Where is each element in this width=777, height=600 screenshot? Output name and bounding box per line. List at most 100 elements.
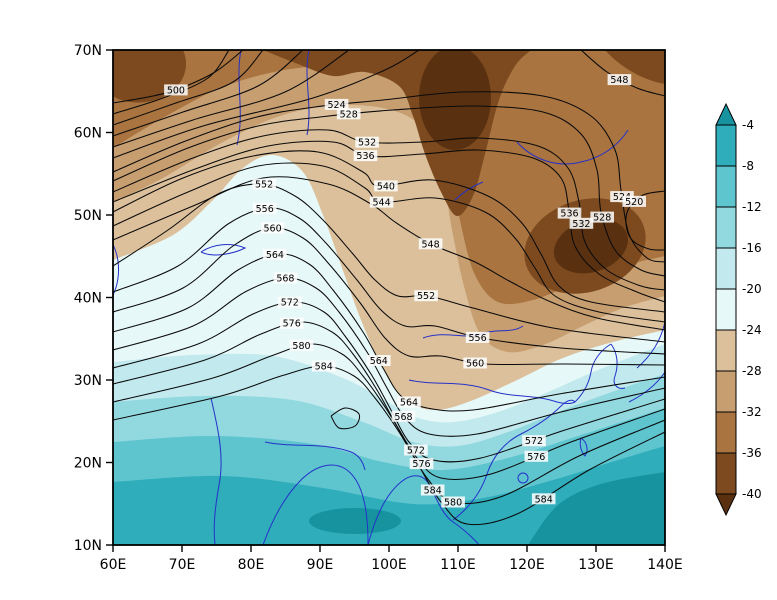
contour-label-box xyxy=(336,108,361,120)
height-contour xyxy=(113,207,665,355)
x-tick-label: 80E xyxy=(238,557,265,573)
contour-label-box xyxy=(391,410,416,422)
contour-label-box xyxy=(355,136,379,148)
contour-label: 564 xyxy=(370,356,388,367)
height-contour xyxy=(113,91,665,263)
coastline xyxy=(454,181,484,201)
coastline xyxy=(262,464,369,545)
contour-label-box xyxy=(374,180,398,192)
contour-label-box xyxy=(252,202,277,214)
colorbar-cell xyxy=(715,165,737,208)
contour-label-box xyxy=(557,207,582,219)
colorbar-tick-label: -36 xyxy=(742,446,762,460)
height-contour xyxy=(113,176,665,331)
contours-layer xyxy=(113,50,665,526)
contour-label: 568 xyxy=(276,274,294,285)
contour-label-box xyxy=(324,98,349,110)
contour-label-box xyxy=(441,496,465,508)
height-contour xyxy=(113,50,304,137)
colorbar-cell xyxy=(715,370,737,413)
contour-label: 572 xyxy=(281,298,299,309)
contour-label: 564 xyxy=(266,250,284,261)
x-tick-label: 130E xyxy=(578,557,614,573)
colorbar-tick-label: -12 xyxy=(742,200,762,214)
contour-label: 524 xyxy=(328,100,346,111)
contour-label: 548 xyxy=(422,239,440,250)
contour-label: 568 xyxy=(394,412,412,423)
contour-label: 552 xyxy=(255,180,273,191)
colorbar-cell xyxy=(715,452,737,495)
contour-label: 556 xyxy=(256,204,274,215)
coastline xyxy=(210,397,222,545)
plot-area: 5005245245285285325325365365405445485485… xyxy=(113,50,665,545)
colorbar-tick-label: -24 xyxy=(742,323,762,337)
height-contour xyxy=(113,301,665,463)
height-contour xyxy=(113,140,665,303)
contour-label-box xyxy=(622,195,646,207)
y-tick-label: 40N xyxy=(74,291,102,307)
x-tick-label: 60E xyxy=(100,557,127,573)
contour-label-box xyxy=(367,355,391,366)
contour-label-box xyxy=(311,360,336,372)
contour-label: 500 xyxy=(167,85,185,96)
height-contour xyxy=(113,277,665,437)
coastline xyxy=(628,371,665,403)
coastline xyxy=(236,50,242,146)
x-tick-label: 120E xyxy=(509,557,545,573)
coastline xyxy=(516,129,629,165)
contour-label: 536 xyxy=(356,151,374,162)
coastline xyxy=(452,399,576,521)
height-contour xyxy=(113,129,665,291)
colorbar-tick-label: -40 xyxy=(742,487,762,501)
contour-label-box xyxy=(409,458,434,470)
contour-label: 580 xyxy=(444,498,462,509)
contour-label: 536 xyxy=(560,209,578,220)
colorbar-cell xyxy=(715,411,737,454)
contour-label: 528 xyxy=(340,109,358,120)
contour-label: 572 xyxy=(407,446,425,457)
contour-label-box xyxy=(404,444,428,456)
contour-label-box xyxy=(164,84,188,96)
contour-label: 528 xyxy=(593,213,611,224)
y-tick-label: 20N xyxy=(74,456,102,472)
colorbar-above-arrow xyxy=(715,102,737,126)
contour-label-box xyxy=(263,248,287,260)
contour-label-box xyxy=(353,150,378,162)
contour-label-box xyxy=(414,290,438,302)
y-axis: 70N 60N 50N 40N 30N 20N 10N xyxy=(74,43,113,554)
x-tick-label: 110E xyxy=(440,557,476,573)
contour-label-box xyxy=(465,331,490,343)
coastline xyxy=(306,50,310,136)
contour-label-box xyxy=(463,357,487,369)
colorbar-tick-label: -20 xyxy=(742,282,762,296)
contour-label: 520 xyxy=(625,197,643,208)
height-contour xyxy=(113,183,665,343)
colorbar-cell xyxy=(715,329,737,372)
contour-label-box xyxy=(418,238,443,250)
contour-label-box xyxy=(252,178,276,190)
contour-label: 576 xyxy=(412,459,430,470)
contour-label: 524 xyxy=(613,192,631,203)
height-contour xyxy=(113,253,665,412)
y-tick-label: 60N xyxy=(74,126,102,142)
colorbar-tick-label: -32 xyxy=(742,405,762,419)
contour-label-box xyxy=(569,217,594,229)
coastline xyxy=(579,437,588,457)
contour-label: 584 xyxy=(535,494,553,505)
coastline xyxy=(517,472,529,484)
colorbar-tick-label: -8 xyxy=(742,159,754,173)
height-contour xyxy=(330,407,361,430)
coastline xyxy=(264,441,366,471)
height-contour xyxy=(113,150,665,313)
contour-label-box xyxy=(260,222,285,234)
height-contour xyxy=(113,365,665,526)
contour-label-box xyxy=(610,191,634,203)
contour-label: 580 xyxy=(292,341,310,352)
colorbar-tick-label: -28 xyxy=(742,364,762,378)
contour-label-box xyxy=(369,196,394,208)
contour-label-box xyxy=(273,272,298,284)
contour-label-box xyxy=(279,317,304,329)
contour-label: 576 xyxy=(283,319,301,330)
contour-label: 548 xyxy=(610,75,628,86)
